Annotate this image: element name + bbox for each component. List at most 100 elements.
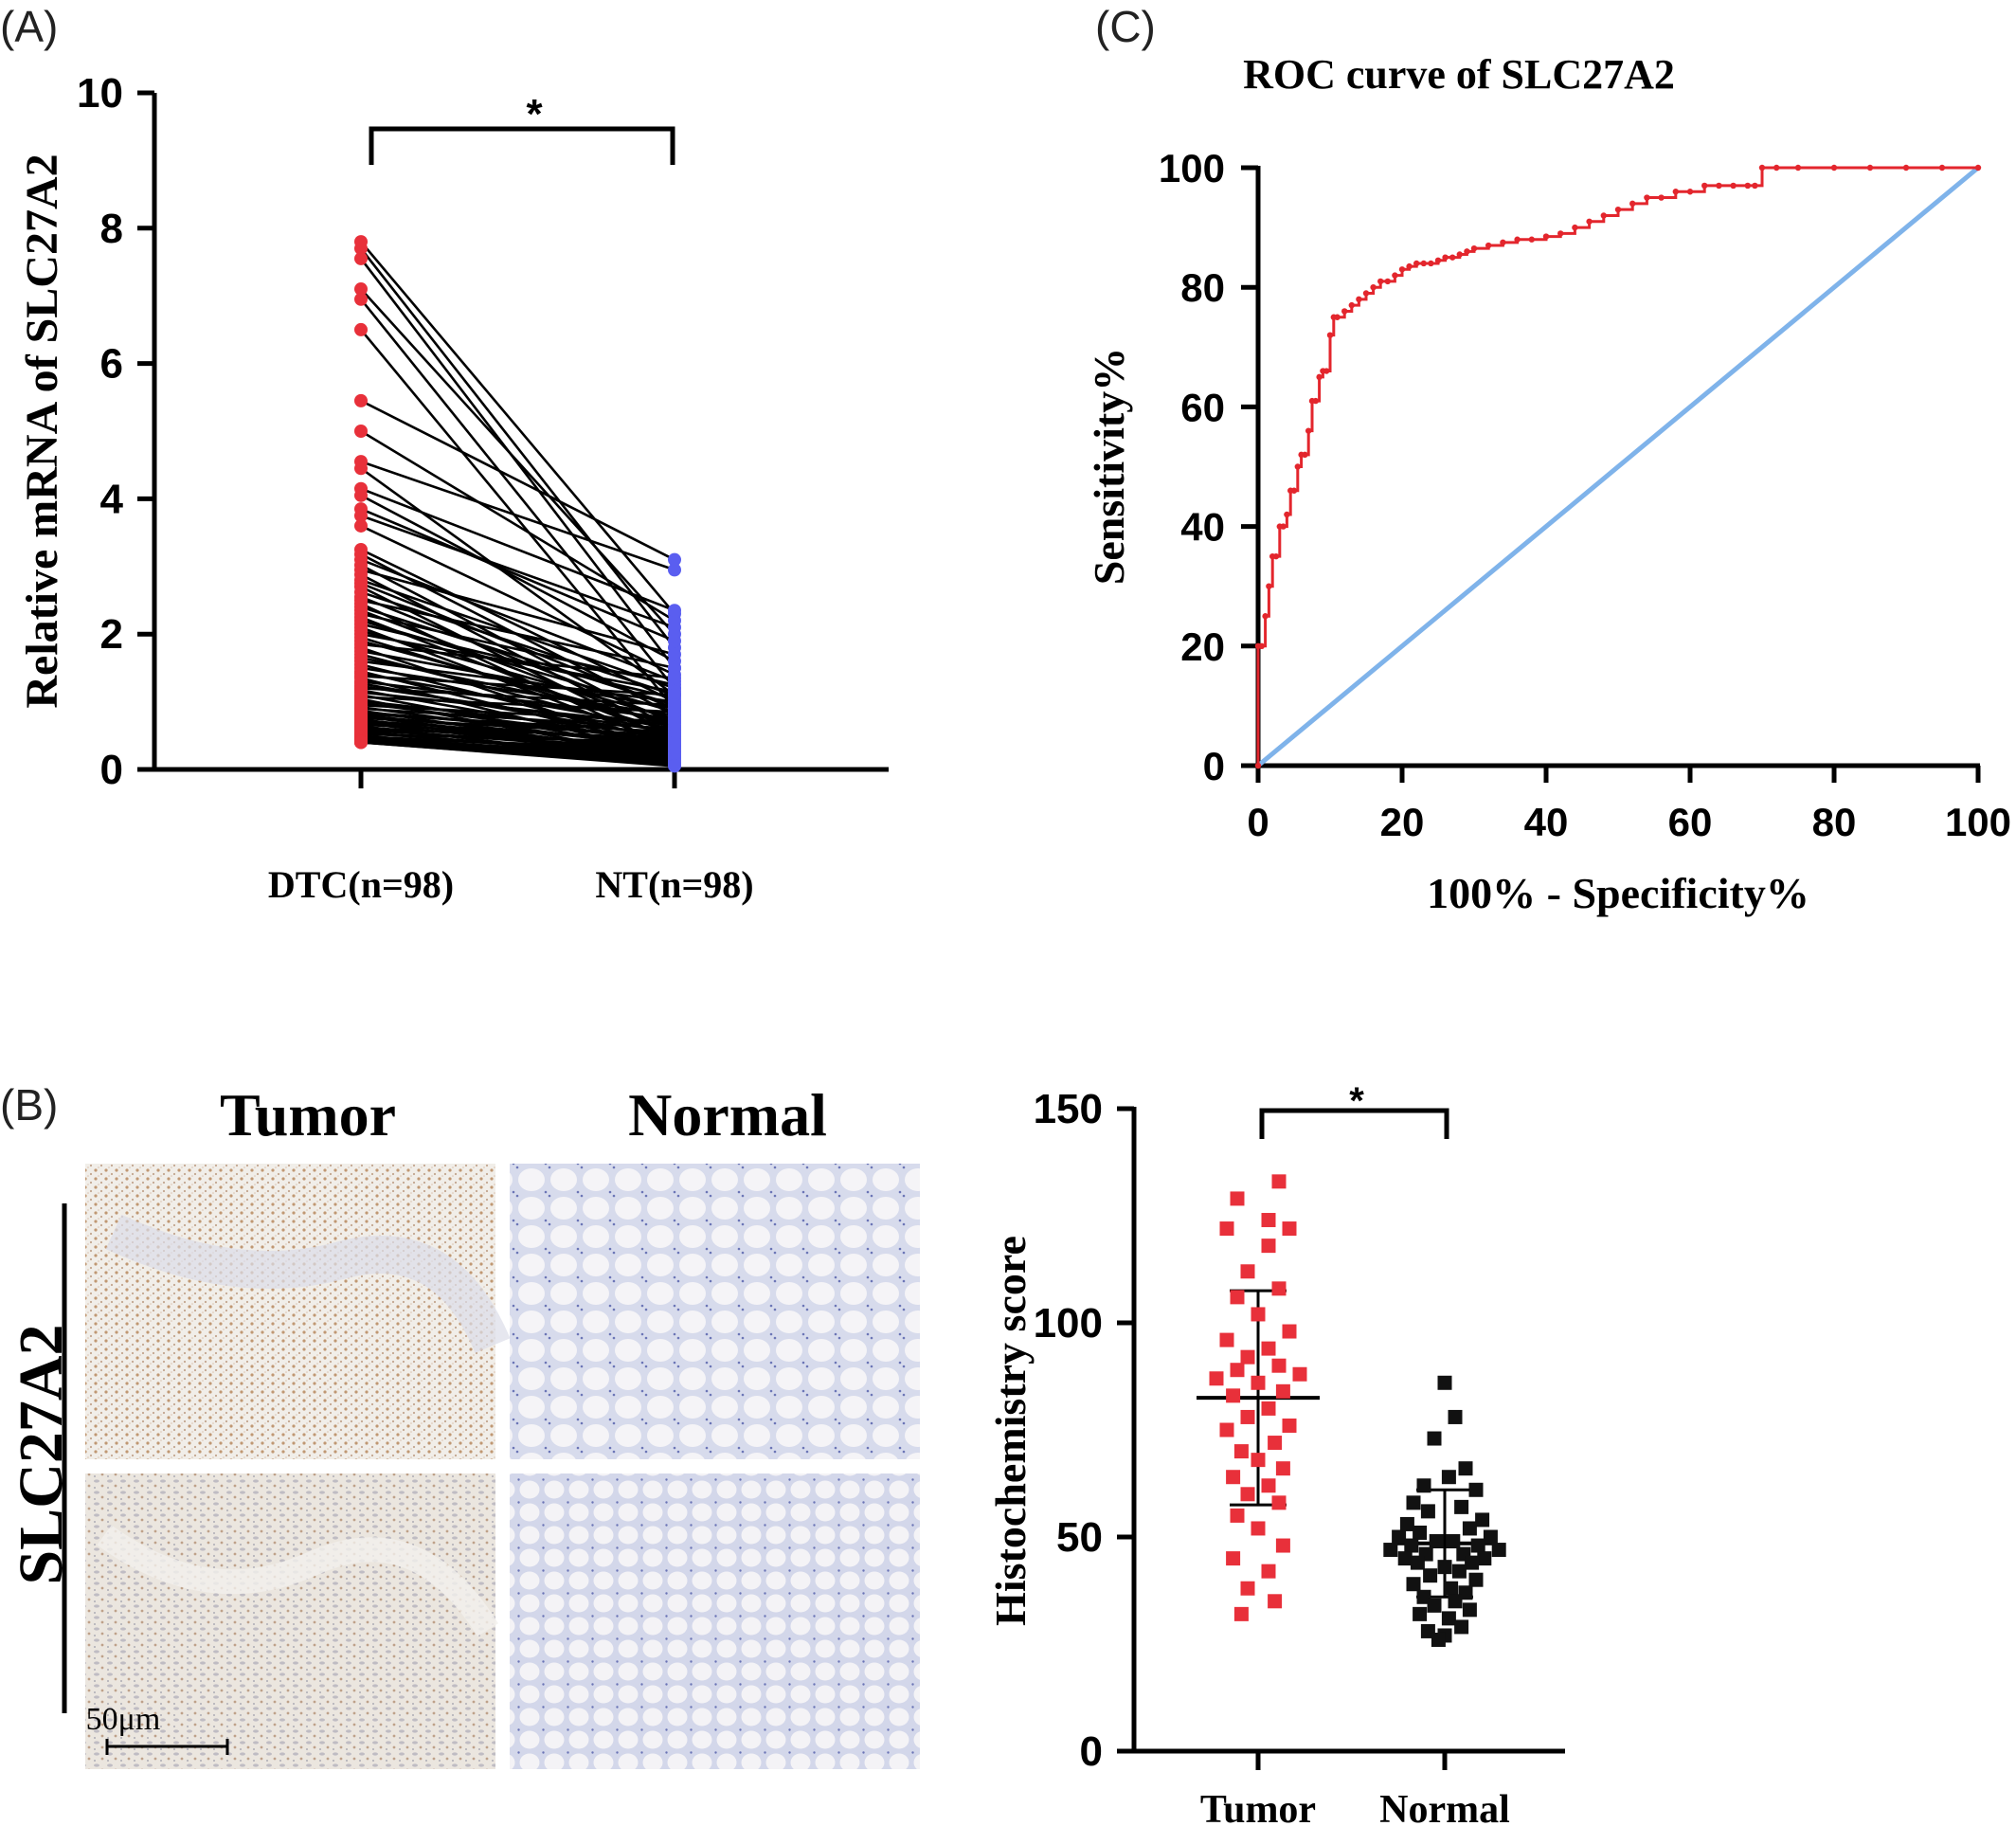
score-point-normal: [1437, 1560, 1452, 1575]
score-point-tumor: [1240, 1487, 1255, 1502]
paired-point-nt: [668, 563, 681, 577]
score-y-tick-label: 100: [1034, 1300, 1103, 1347]
score-point-normal: [1465, 1555, 1480, 1570]
paired-point-nt: [668, 621, 681, 635]
paired-point-nt: [668, 688, 681, 702]
paired-point-dtc: [354, 735, 368, 750]
roc-point: [1280, 523, 1287, 530]
score-point-tumor: [1251, 1453, 1266, 1468]
roc-y-tick-label: 0: [1203, 744, 1225, 788]
paired-y-tick-label: 0: [100, 747, 123, 793]
score-point-tumor: [1219, 1221, 1234, 1237]
roc-point: [1449, 254, 1456, 261]
score-significance-bracket: [1259, 1108, 1449, 1139]
histology-col-normal: Normal: [628, 1081, 827, 1148]
paired-link-line: [360, 241, 675, 615]
paired-point-nt: [668, 660, 681, 675]
paired-link-line: [360, 739, 675, 756]
roc-point: [1456, 251, 1464, 258]
paired-point-nt: [668, 604, 681, 618]
paired-point-dtc: [354, 393, 368, 407]
paired-point-dtc: [354, 425, 368, 438]
roc-x-axis-label: 100% - Specificity%: [1427, 869, 1809, 917]
score-point-tumor: [1230, 1508, 1245, 1523]
roc-point: [1377, 278, 1384, 285]
score-point-tumor: [1240, 1581, 1255, 1596]
histology-grid: Tumor Normal SLC27A2 50μm: [7, 1081, 920, 1769]
roc-point: [1413, 260, 1420, 267]
paired-point-dtc: [354, 292, 368, 306]
paired-point-dtc: [354, 282, 368, 297]
roc-point: [1384, 278, 1392, 285]
roc-y-tick-label: 40: [1180, 505, 1225, 550]
roc-point: [1262, 613, 1269, 620]
roc-point: [1572, 224, 1578, 231]
score-point-normal: [1420, 1504, 1435, 1519]
score-point-normal: [1462, 1521, 1477, 1536]
score-point-normal: [1458, 1461, 1473, 1476]
roc-reference-line: [1256, 166, 1980, 768]
score-point-tumor: [1251, 1521, 1266, 1536]
paired-link-line: [360, 729, 675, 750]
paired-link-line: [360, 460, 675, 571]
roc-point: [1557, 230, 1564, 237]
score-x-category-normal: Normal: [1379, 1788, 1510, 1826]
score-point-normal: [1454, 1499, 1469, 1514]
histology-image-tumor-2: [85, 1473, 495, 1769]
roc-point: [1542, 233, 1550, 240]
paired-point-dtc: [354, 518, 368, 533]
roc-point: [1701, 182, 1708, 190]
score-x-category-tumor: Tumor: [1200, 1788, 1316, 1826]
roc-point: [1305, 427, 1312, 434]
roc-point: [1730, 182, 1737, 190]
score-point-tumor: [1233, 1444, 1249, 1459]
roc-point: [1302, 451, 1308, 459]
score-point-normal: [1451, 1564, 1467, 1579]
roc-point: [1672, 189, 1680, 195]
score-point-normal: [1406, 1495, 1421, 1510]
score-y-tick-label: 50: [1056, 1514, 1103, 1561]
score-point-tumor: [1282, 1221, 1297, 1237]
paired-link-line: [360, 675, 675, 696]
paired-point-dtc: [354, 509, 368, 523]
paired-significance-bracket: [369, 126, 675, 165]
paired-link-line: [360, 642, 675, 679]
score-point-tumor: [1275, 1383, 1290, 1399]
score-point-normal: [1392, 1529, 1407, 1545]
score-point-normal: [1444, 1581, 1459, 1596]
roc-point: [1434, 257, 1442, 264]
roc-point: [1470, 244, 1478, 252]
score-point-tumor: [1226, 1551, 1241, 1566]
paired-link-line: [360, 732, 675, 744]
score-point-normal: [1446, 1534, 1461, 1549]
score-point-normal: [1448, 1409, 1463, 1424]
roc-x-tick-label: 40: [1524, 800, 1569, 844]
roc-point: [1392, 272, 1398, 279]
roc-point: [1294, 463, 1302, 470]
paired-link-line: [359, 247, 676, 649]
score-point-tumor: [1261, 1401, 1276, 1416]
score-point-tumor: [1282, 1418, 1297, 1433]
roc-point: [1420, 260, 1428, 267]
roc-point: [1464, 248, 1470, 255]
score-point-tumor: [1240, 1349, 1255, 1365]
score-point-tumor: [1261, 1478, 1276, 1493]
histology-row-label: SLC27A2: [7, 1324, 76, 1584]
score-point-tumor: [1226, 1470, 1241, 1485]
score-point-normal: [1491, 1543, 1506, 1558]
score-point-normal: [1477, 1551, 1492, 1566]
histology-image-tumor-2-stroma: [97, 1525, 499, 1636]
roc-y-tick-label: 60: [1180, 385, 1225, 429]
score-point-tumor: [1230, 1191, 1245, 1206]
score-point-tumor: [1271, 1174, 1287, 1189]
paired-link-line: [360, 716, 675, 737]
score-point-normal: [1462, 1602, 1477, 1618]
roc-point: [1316, 373, 1323, 381]
histology-image-tumor-1: [85, 1164, 495, 1459]
paired-link-line: [360, 524, 675, 677]
histology-image-normal-1: [510, 1164, 920, 1459]
score-point-normal: [1399, 1516, 1414, 1531]
paired-link-line: [360, 707, 675, 731]
roc-point: [1902, 164, 1910, 172]
roc-point: [1266, 583, 1272, 589]
